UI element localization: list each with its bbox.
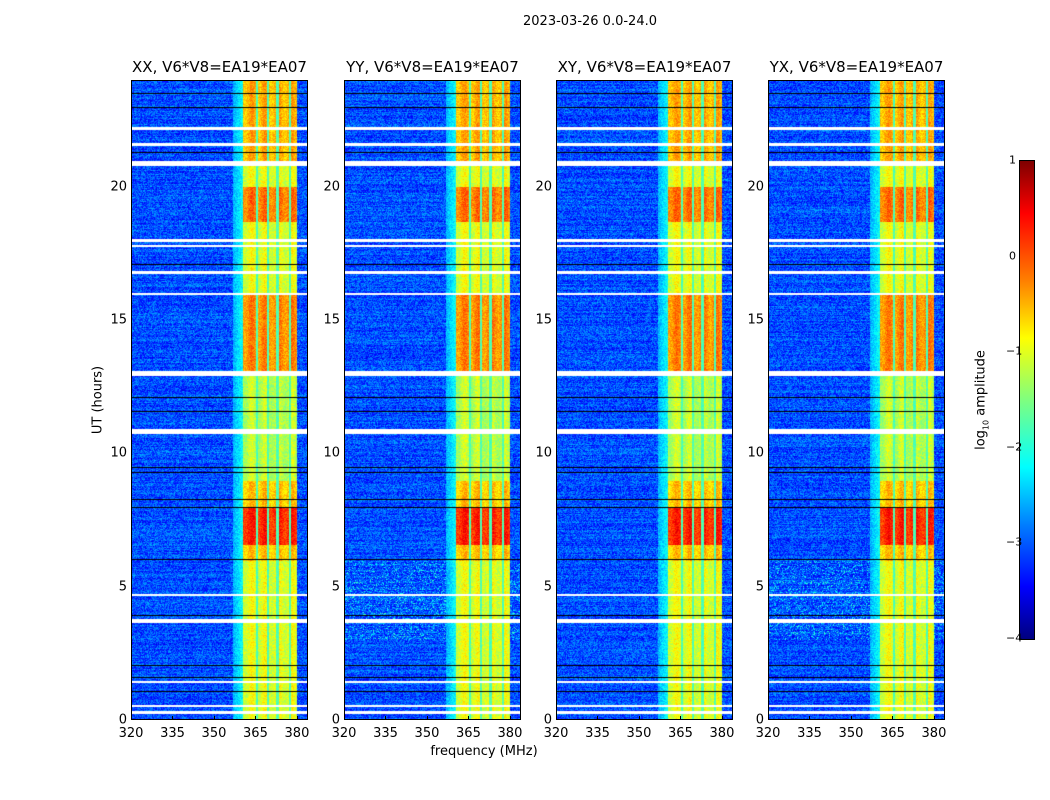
x-tick-label: 380 <box>284 726 310 741</box>
x-tick <box>850 716 852 720</box>
x-tick <box>809 716 811 720</box>
y-tick-label: 15 <box>110 312 127 328</box>
figure-title: 2023-03-26 0.0-24.0 <box>523 14 657 29</box>
panel-title: XX, V6*V8=EA19*EA07 <box>132 58 307 76</box>
x-tick <box>680 716 682 720</box>
y-tick-label: 15 <box>747 312 764 328</box>
x-tick-label: 335 <box>797 726 822 741</box>
panel-title: YX, V6*V8=EA19*EA07 <box>769 58 944 76</box>
x-tick-label: 320 <box>118 726 144 741</box>
x-tick <box>172 716 174 720</box>
x-tick <box>426 716 428 720</box>
colorbar-tick-label: 0 <box>1009 249 1016 263</box>
x-tick <box>892 716 894 720</box>
y-tick-label: 20 <box>747 179 764 195</box>
x-tick-label: 320 <box>331 726 357 741</box>
y-tick-label: 5 <box>331 579 340 595</box>
y-tick-label: 20 <box>535 179 552 195</box>
x-tick <box>344 716 345 720</box>
y-axis-label: UT (hours) <box>90 365 106 435</box>
spectrogram-panel-0: XX, V6*V8=EA19*EA07 320 335 350 365 380 0 5 10 15… <box>110 58 309 741</box>
x-tick-label: 380 <box>497 726 523 741</box>
y-tick-label: 5 <box>118 579 127 595</box>
y-tick-label: 0 <box>755 712 764 728</box>
x-axis-label: frequency (MHz) <box>430 744 538 759</box>
colorbar-tick-label: −2 <box>1006 440 1023 454</box>
x-tick <box>509 716 511 720</box>
panel-title: YY, V6*V8=EA19*EA07 <box>346 58 519 76</box>
heatmap-2 <box>556 80 733 720</box>
y-tick-label: 20 <box>110 179 127 195</box>
spectrogram-panel-3: YX, V6*V8=EA19*EA07 320 335 350 365 380 0 5 10 15… <box>747 58 946 741</box>
colorbar-label: log10 amplitude <box>973 350 991 450</box>
x-tick <box>213 716 215 720</box>
y-tick-label: 10 <box>535 445 552 461</box>
y-tick-label: 20 <box>323 179 340 195</box>
colorbar-tick-label: −4 <box>1006 631 1023 645</box>
colorbar-tick-label: −3 <box>1006 535 1023 549</box>
axes-frame <box>131 80 308 720</box>
x-tick-label: 365 <box>456 726 481 741</box>
x-tick-label: 335 <box>585 726 610 741</box>
x-tick-label: 380 <box>921 726 947 741</box>
x-tick-label: 350 <box>626 726 652 741</box>
spectrogram-panel-1: YY, V6*V8=EA19*EA07 320 335 350 365 380 0 5 10 15… <box>323 58 522 741</box>
x-tick <box>468 716 470 720</box>
panel-title: XY, V6*V8=EA19*EA07 <box>557 58 732 76</box>
y-tick-label: 15 <box>535 312 552 328</box>
x-tick-label: 350 <box>201 726 227 741</box>
x-tick <box>638 716 640 720</box>
x-tick-label: 320 <box>755 726 781 741</box>
x-tick-label: 320 <box>543 726 569 741</box>
x-tick-label: 365 <box>880 726 905 741</box>
y-tick-label: 5 <box>755 579 764 595</box>
x-tick-label: 365 <box>243 726 268 741</box>
heatmap-0 <box>131 80 308 720</box>
x-tick <box>131 716 132 720</box>
y-tick-label: 5 <box>543 579 552 595</box>
y-tick-label: 15 <box>323 312 340 328</box>
spectrogram-panel-2: XY, V6*V8=EA19*EA07 320 335 350 365 380 0 5 10 15… <box>535 58 734 741</box>
y-tick-label: 0 <box>331 712 340 728</box>
heatmap-3 <box>768 80 945 720</box>
colorbar-tick-label: 1 <box>1009 153 1016 167</box>
x-tick <box>768 716 769 720</box>
axes-frame <box>344 80 521 720</box>
x-tick <box>721 716 723 720</box>
y-tick-label: 0 <box>118 712 127 728</box>
x-tick <box>933 716 935 720</box>
x-tick <box>296 716 298 720</box>
axes-frame <box>556 80 733 720</box>
x-tick <box>597 716 599 720</box>
x-tick-label: 365 <box>668 726 693 741</box>
x-tick-label: 350 <box>414 726 440 741</box>
x-tick-label: 350 <box>838 726 864 741</box>
x-tick-label: 380 <box>709 726 735 741</box>
x-tick-label: 335 <box>373 726 398 741</box>
x-tick-label: 335 <box>160 726 185 741</box>
heatmap-1 <box>344 80 521 720</box>
y-tick-label: 10 <box>747 445 764 461</box>
colorbar <box>1019 160 1035 640</box>
axes-frame <box>768 80 945 720</box>
y-tick-label: 10 <box>110 445 127 461</box>
colorbar-tick-label: −1 <box>1006 344 1023 358</box>
y-tick-label: 10 <box>323 445 340 461</box>
x-tick <box>255 716 257 720</box>
x-tick <box>556 716 557 720</box>
x-tick <box>385 716 387 720</box>
y-tick-label: 0 <box>543 712 552 728</box>
